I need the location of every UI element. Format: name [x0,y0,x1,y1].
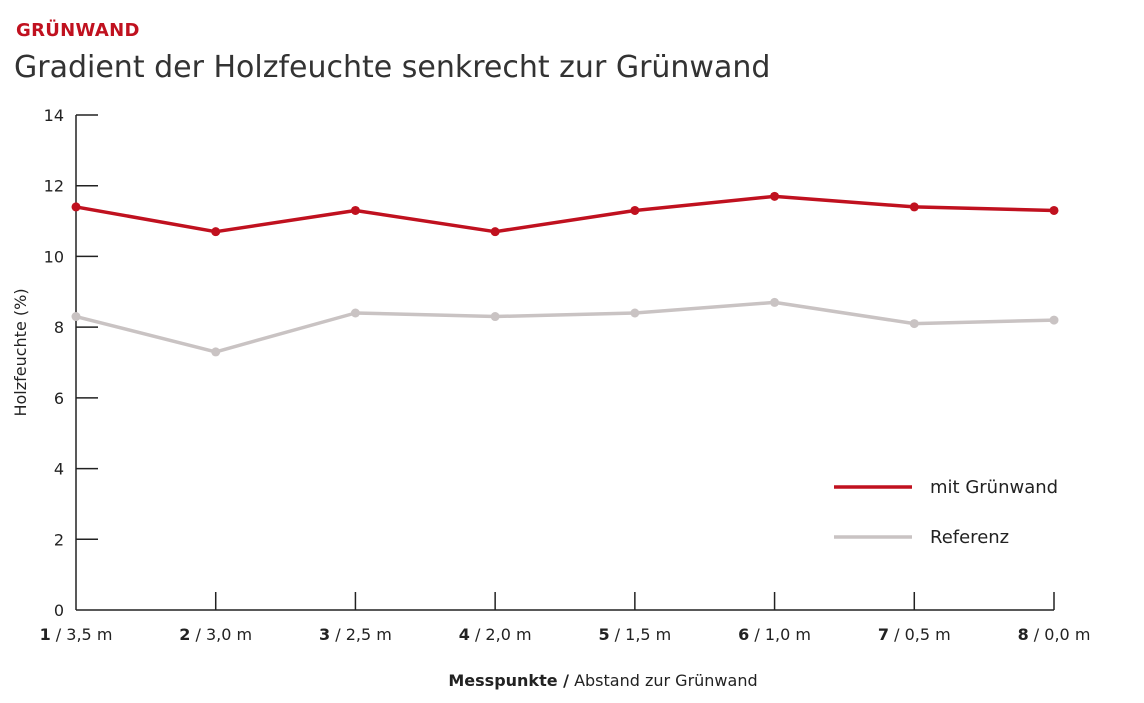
x-tick-label: 8 / 0,0 m [1018,625,1091,644]
data-point-2 [630,308,640,318]
data-point-2 [350,308,360,318]
y-tick-label: 8 [54,318,64,337]
y-tick-label: 14 [44,106,64,125]
data-point-2 [490,312,500,322]
data-point-1 [211,227,221,237]
y-tick-label: 2 [54,530,64,549]
y-axis-label: Holzfeuchte (%) [11,288,30,416]
data-point-1 [909,202,919,212]
x-tick-label: 5 / 1,5 m [598,625,671,644]
x-tick-label: 2 / 3,0 m [179,625,252,644]
legend-label-2: Referenz [930,527,1009,548]
x-tick-label: 7 / 0,5 m [878,625,951,644]
series-line-1 [75,194,1055,234]
data-point-2 [71,312,81,322]
series-line-2 [75,300,1055,354]
y-tick-label: 12 [44,177,64,196]
y-tick-label: 0 [54,601,64,620]
data-point-1 [490,227,500,237]
x-axis-label: Messpunkte / Abstand zur Grünwand [448,671,757,690]
data-point-2 [909,319,919,329]
y-tick-label: 4 [54,460,64,479]
y-tick-label: 6 [54,389,64,408]
data-point-2 [1049,315,1059,325]
chart-title: Gradient der Holzfeuchte senkrecht zur G… [14,50,771,85]
data-point-1 [630,205,640,215]
x-tick-label: 1 / 3,5 m [40,625,113,644]
data-point-2 [211,347,221,357]
data-point-1 [350,205,360,215]
y-tick-label: 10 [44,247,64,266]
data-point-2 [770,297,780,307]
legend-label-1: mit Grünwand [930,477,1058,498]
chart-kicker: GRÜNWAND [16,20,140,41]
data-point-1 [770,191,780,201]
x-tick-label: 3 / 2,5 m [319,625,392,644]
x-tick-label: 4 / 2,0 m [459,625,532,644]
data-point-1 [71,202,81,212]
x-tick-label: 6 / 1,0 m [738,625,811,644]
data-point-1 [1049,205,1059,215]
